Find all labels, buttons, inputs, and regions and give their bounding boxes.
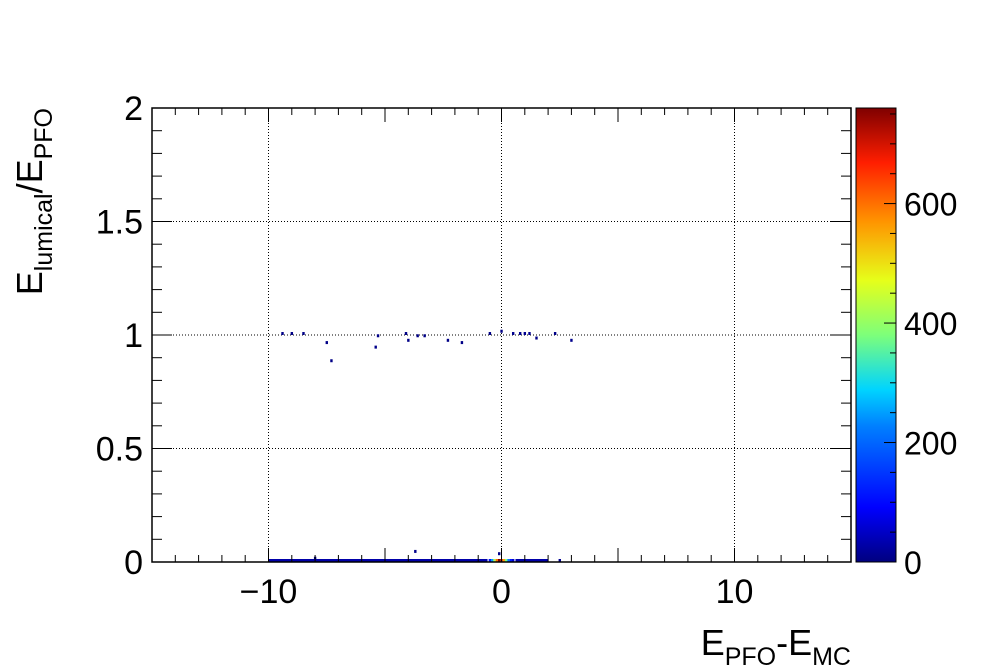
heatmap-cell: [509, 559, 513, 562]
heatmap-cell: [553, 332, 557, 335]
x-tick-label: −10: [240, 573, 298, 611]
x-title-e1: E: [701, 622, 725, 663]
x-tick-label: 0: [492, 573, 511, 611]
tick-labels: −10 0 10 0 0.5 1 1.5 2: [96, 90, 754, 611]
heatmap-cell: [404, 332, 408, 335]
heatmap-cell: [511, 559, 515, 562]
heatmap-cell: [498, 559, 501, 562]
heatmap-cell: [281, 332, 284, 335]
heatmap-cell: [528, 332, 531, 335]
colorbar-frame: [855, 107, 897, 563]
heatmap-cell: [493, 559, 496, 562]
heatmap-cell: [414, 549, 417, 553]
heatmap-cell: [446, 338, 450, 342]
heatmap-cell: [558, 559, 561, 562]
heatmap-cell: [495, 559, 499, 562]
colorbar-tick-label: 600: [904, 187, 957, 223]
heatmap-cell: [407, 338, 410, 342]
heatmap-cell: [518, 332, 522, 335]
y-tick-label: 0.5: [96, 431, 143, 469]
heatmap-cells: [268, 329, 573, 562]
colorbar-tick-label: 200: [904, 426, 957, 462]
heatmap-cell: [460, 341, 464, 345]
y-title-mid: /E: [9, 159, 50, 193]
y-title-sub1: lumical: [30, 193, 58, 271]
heatmap-cell: [374, 345, 377, 349]
heatmap-band: [515, 559, 549, 562]
heatmap-cell: [570, 338, 573, 342]
heatmap-cell: [423, 334, 426, 338]
heatmap-cell: [330, 359, 333, 363]
colorbar-ticks: 0 200 400 600: [884, 113, 957, 581]
heatmap-cell: [290, 332, 294, 335]
x-tick-label: 10: [716, 573, 754, 611]
grid-lines: [152, 108, 851, 562]
axis-ticks: [151, 107, 852, 563]
heatmap-cell: [500, 329, 503, 333]
y-tick-label: 0: [124, 544, 143, 582]
y-tick-label: 1.5: [96, 204, 143, 242]
heatmap-cell: [502, 559, 506, 562]
heatmap-cell: [491, 559, 494, 562]
colorbar-tick-label: 0: [904, 545, 922, 581]
heatmap-cell: [376, 334, 380, 338]
heatmap-cell: [416, 334, 419, 338]
heatmap-cell: [507, 559, 510, 562]
heatmap-cell: [535, 336, 538, 340]
heatmap-cell: [498, 552, 501, 556]
y-title-e1: E: [9, 271, 50, 295]
heatmap-cell: [504, 559, 508, 562]
heatmap-cell: [302, 332, 305, 335]
colorbar: [856, 108, 896, 562]
x-title-sub1: PFO: [725, 643, 776, 671]
heatmap-cell: [488, 559, 492, 562]
heatmap-cell: [325, 341, 328, 345]
y-tick-label: 1: [124, 317, 143, 355]
x-axis-title: EPFO-EMC: [701, 622, 851, 671]
y-axis-title: Elumical/EPFO: [9, 108, 58, 295]
heatmap-cell: [488, 332, 492, 335]
heatmap-band: [268, 559, 488, 562]
y-tick-label: 2: [124, 90, 143, 128]
heatmap-cell: [523, 332, 527, 335]
heatmap-cell: [511, 332, 515, 335]
y-title-sub2: PFO: [30, 108, 58, 159]
x-title-sub2: MC: [812, 643, 851, 671]
x-title-mid: -E: [776, 622, 812, 663]
colorbar-tick-label: 400: [904, 306, 957, 342]
